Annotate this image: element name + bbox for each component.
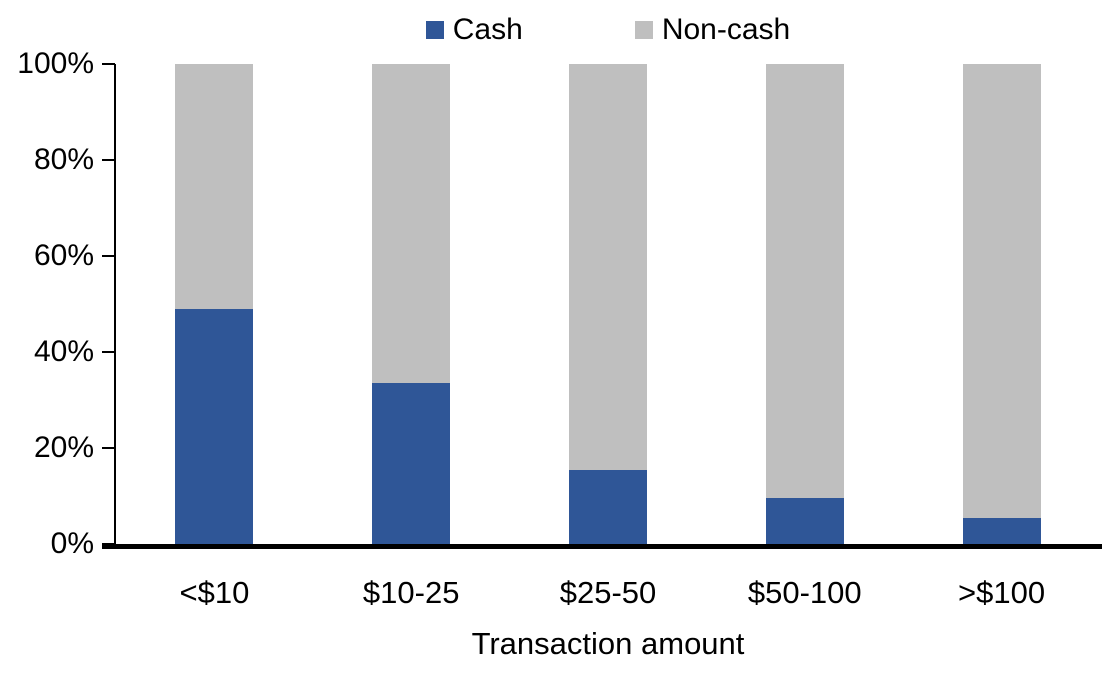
y-axis-line: [114, 64, 116, 544]
y-tick-20: [102, 447, 115, 449]
chart-legend: Cash Non-cash: [116, 10, 1100, 50]
y-tick-60: [102, 255, 115, 257]
bar-100-cash: [962, 517, 1041, 544]
bar-10-25-non-cash: [372, 64, 451, 384]
y-tick-label-80: 80%: [33, 143, 94, 176]
bar-50-100-cash: [765, 498, 844, 544]
legend-label-cash: Cash: [452, 13, 523, 46]
x-cat-label-100: >$100: [958, 575, 1046, 610]
legend-label-non-cash: Non-cash: [661, 13, 791, 46]
y-tick-label-100: 100%: [17, 47, 94, 80]
x-axis-title: Transaction amount: [471, 626, 745, 661]
bar-10-cash: [175, 308, 254, 544]
bar-10-25-cash: [372, 383, 451, 544]
bar-100-non-cash: [962, 64, 1041, 518]
bar-25-50-cash: [569, 469, 647, 544]
x-cat-label-10-25: $10-25: [362, 575, 460, 610]
bar-50-100-non-cash: [765, 64, 844, 499]
x-axis-line: [102, 544, 1102, 549]
y-tick-label-40: 40%: [33, 335, 94, 368]
x-cat-label-50-100: $50-100: [747, 575, 862, 610]
y-tick-label-60: 60%: [33, 239, 94, 272]
legend-item-cash: Cash: [425, 13, 523, 47]
y-tick-label-0: 0%: [50, 527, 94, 560]
x-cat-label-10: <$10: [179, 575, 250, 610]
y-tick-80: [102, 159, 115, 161]
legend-swatch-non-cash-icon: [634, 21, 653, 39]
legend-swatch-cash-icon: [425, 21, 444, 39]
legend-item-non-cash: Non-cash: [634, 13, 791, 47]
y-tick-label-20: 20%: [33, 431, 94, 464]
y-tick-40: [102, 351, 115, 353]
x-cat-label-25-50: $25-50: [559, 575, 657, 610]
y-tick-100: [102, 63, 115, 65]
bar-10-non-cash: [175, 64, 254, 309]
bar-25-50-non-cash: [569, 64, 647, 470]
